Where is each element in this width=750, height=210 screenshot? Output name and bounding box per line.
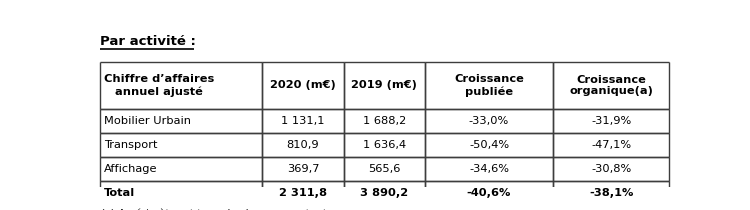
Text: 2019 (m€): 2019 (m€) (352, 80, 417, 91)
Text: 1 688,2: 1 688,2 (363, 116, 406, 126)
Text: 1 636,4: 1 636,4 (363, 140, 406, 150)
Text: 2020 (m€): 2020 (m€) (270, 80, 336, 91)
Text: -40,6%: -40,6% (466, 188, 512, 198)
Text: 369,7: 369,7 (286, 164, 320, 174)
Text: -30,8%: -30,8% (591, 164, 632, 174)
Text: Transport: Transport (104, 140, 158, 150)
Text: -38,1%: -38,1% (589, 188, 633, 198)
Text: 2 311,8: 2 311,8 (279, 188, 327, 198)
Text: (a) A périmètre et taux de change constants: (a) A périmètre et taux de change consta… (100, 208, 331, 210)
Text: Par activité :: Par activité : (100, 35, 196, 48)
Text: 565,6: 565,6 (368, 164, 400, 174)
Text: Affichage: Affichage (104, 164, 158, 174)
Text: Croissance
publiée: Croissance publiée (454, 74, 524, 97)
Text: Total: Total (104, 188, 136, 198)
Text: Mobilier Urbain: Mobilier Urbain (104, 116, 191, 126)
Text: -34,6%: -34,6% (469, 164, 509, 174)
Text: 810,9: 810,9 (286, 140, 320, 150)
Text: Croissance
organique(a): Croissance organique(a) (569, 75, 653, 96)
Text: -33,0%: -33,0% (469, 116, 509, 126)
Text: -31,9%: -31,9% (591, 116, 632, 126)
Text: -47,1%: -47,1% (591, 140, 632, 150)
Text: Chiffre d’affaires
annuel ajusté: Chiffre d’affaires annuel ajusté (104, 74, 214, 97)
Text: -50,4%: -50,4% (469, 140, 509, 150)
Text: 3 890,2: 3 890,2 (360, 188, 409, 198)
Text: 1 131,1: 1 131,1 (281, 116, 325, 126)
